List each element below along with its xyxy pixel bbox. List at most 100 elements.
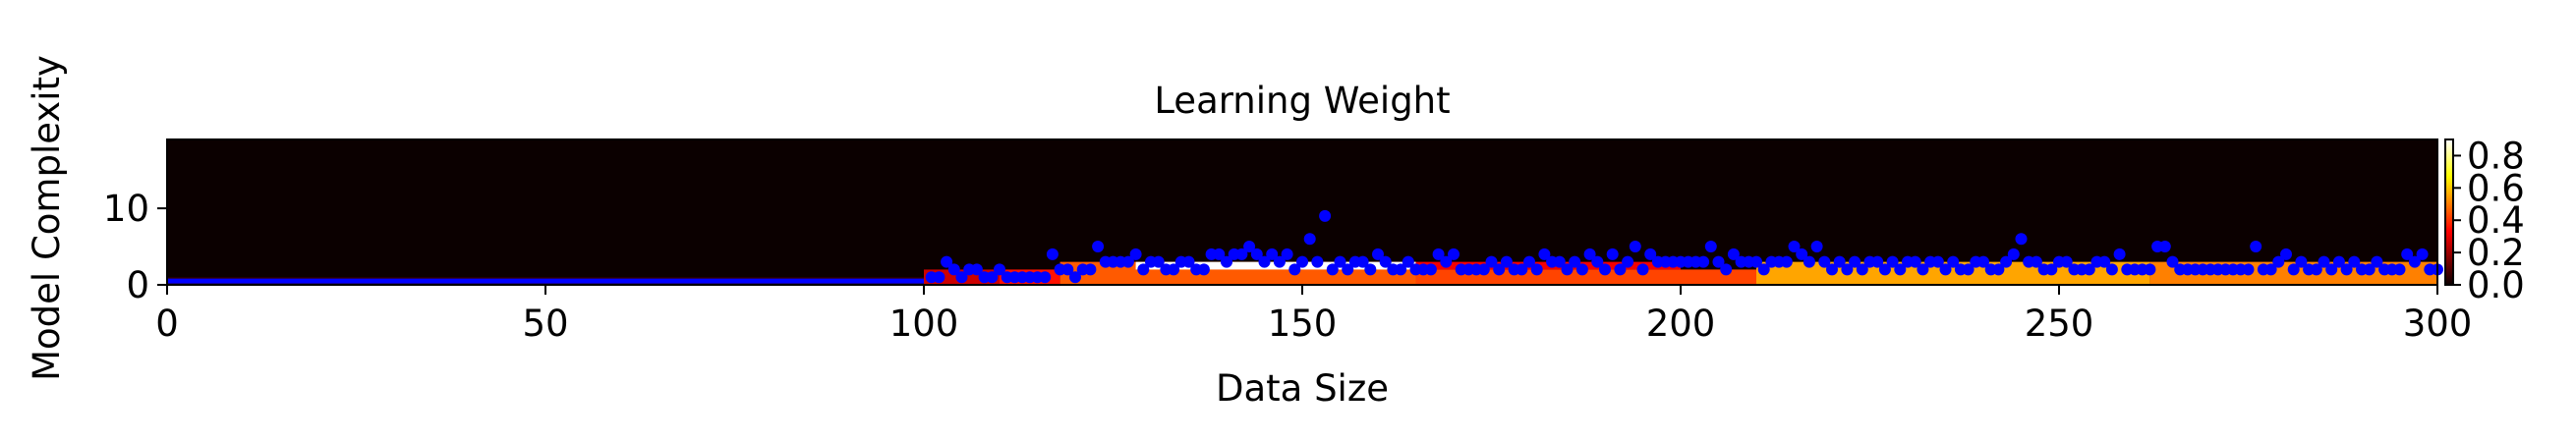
x-tick-label: 300	[2403, 303, 2473, 345]
scatter-point	[2340, 263, 2353, 276]
scatter-point	[1273, 255, 1286, 268]
scatter-point	[2060, 255, 2073, 268]
scatter-point	[2280, 248, 2292, 260]
scatter-point	[1440, 255, 1453, 268]
colorbar-tick-label: 0.8	[2467, 135, 2525, 177]
x-tick-label: 200	[1646, 303, 1716, 345]
scatter-point	[2030, 255, 2042, 268]
scatter-point	[1243, 241, 1256, 253]
scatter-point	[1712, 255, 1725, 268]
scatter-point	[1039, 271, 1052, 284]
scatter-point	[1379, 255, 1392, 268]
scatter-point	[1221, 255, 1232, 268]
scatter-point	[1962, 263, 1975, 276]
scatter-point	[2332, 255, 2345, 268]
scatter-point	[1092, 241, 1105, 253]
scatter-point	[2105, 263, 2118, 276]
scatter-point	[1569, 255, 1581, 268]
y-axis: 0 10	[103, 188, 167, 306]
scatter-point	[1629, 241, 1641, 253]
scatter-point	[1516, 263, 1528, 276]
scatter-point	[2098, 255, 2111, 268]
scatter-point	[1364, 263, 1377, 276]
scatter-point	[1477, 263, 1490, 276]
scatter-point	[933, 271, 945, 284]
scatter-point	[1235, 248, 1248, 260]
scatter-point	[1137, 263, 1150, 276]
chart-title: Learning Weight	[1154, 80, 1450, 122]
colorbar-frame	[2444, 138, 2454, 286]
scatter-point	[1917, 263, 1929, 276]
scatter-point	[1266, 248, 1279, 260]
scatter-point	[1818, 255, 1831, 268]
scatter-point	[1599, 263, 1611, 276]
scatter-point	[2158, 241, 2171, 253]
colorbar-tick-label: 0.0	[2467, 264, 2525, 306]
scatter-point	[2401, 248, 2414, 260]
scatter-point	[1326, 263, 1339, 276]
scatter-point	[1334, 255, 1346, 268]
scatter-point	[1727, 248, 1740, 260]
x-tick-label: 50	[522, 303, 568, 345]
scatter-point	[1750, 255, 1762, 268]
scatter-point	[1977, 255, 1989, 268]
scatter-point	[1788, 241, 1801, 253]
scatter-point	[1281, 248, 1293, 260]
scatter-point	[2264, 263, 2277, 276]
scatter-point	[2083, 263, 2095, 276]
scatter-point	[1129, 248, 1142, 260]
scatter-point	[1810, 241, 1823, 253]
scatter-point	[1061, 263, 1074, 276]
scatter-point	[1803, 255, 1815, 268]
scatter-point	[1826, 263, 1838, 276]
scatter-point	[1182, 255, 1195, 268]
scatter-point	[1342, 263, 1354, 276]
scatter-point	[1493, 263, 1506, 276]
scatter-point	[1939, 263, 1952, 276]
scatter-point	[1796, 248, 1808, 260]
scatter-point	[1448, 248, 1460, 260]
scatter-point	[2371, 255, 2383, 268]
scatter-point	[1303, 233, 1316, 246]
scatter-point	[2348, 255, 2361, 268]
plot-area	[166, 138, 2443, 286]
scatter-point	[994, 263, 1005, 276]
scatter-point	[1894, 263, 1907, 276]
scatter-point	[2144, 263, 2156, 276]
scatter-point	[2318, 255, 2330, 268]
x-axis-label: Data Size	[1216, 367, 1389, 410]
scatter-point	[1583, 248, 1596, 260]
scatter-point	[1622, 255, 1634, 268]
scatter-point	[1856, 263, 1868, 276]
scatter-point	[1833, 255, 1846, 268]
scatter-point	[1947, 255, 1960, 268]
scatter-point	[2363, 263, 2376, 276]
scatter-point	[1258, 255, 1271, 268]
scatter-point	[2242, 263, 2255, 276]
scatter-point	[1931, 255, 1944, 268]
scatter-point	[1311, 255, 1324, 268]
scatter-point	[2325, 263, 2338, 276]
scatter-point	[986, 271, 999, 284]
y-tick-label: 0	[126, 264, 149, 306]
scatter-point	[1841, 263, 1854, 276]
scatter-point	[1395, 263, 1407, 276]
scatter-point	[1485, 255, 1498, 268]
scatter-point	[1523, 255, 1535, 268]
scatter-point	[1992, 263, 2005, 276]
scatter-point	[1561, 263, 1574, 276]
scatter-point	[2408, 255, 2421, 268]
scatter-point	[1152, 255, 1165, 268]
scatter-point	[2000, 255, 2013, 268]
colorbar-tick-label: 0.2	[2467, 232, 2525, 274]
scatter-point	[1069, 271, 1081, 284]
scatter-point	[1614, 263, 1627, 276]
scatter-point	[1575, 263, 1588, 276]
scatter-point	[2250, 241, 2262, 253]
scatter-point	[955, 271, 968, 284]
scatter-point	[941, 255, 953, 268]
scatter-point	[2007, 248, 2020, 260]
scatter-point	[1757, 263, 1770, 276]
x-tick-label: 150	[1268, 303, 1338, 345]
